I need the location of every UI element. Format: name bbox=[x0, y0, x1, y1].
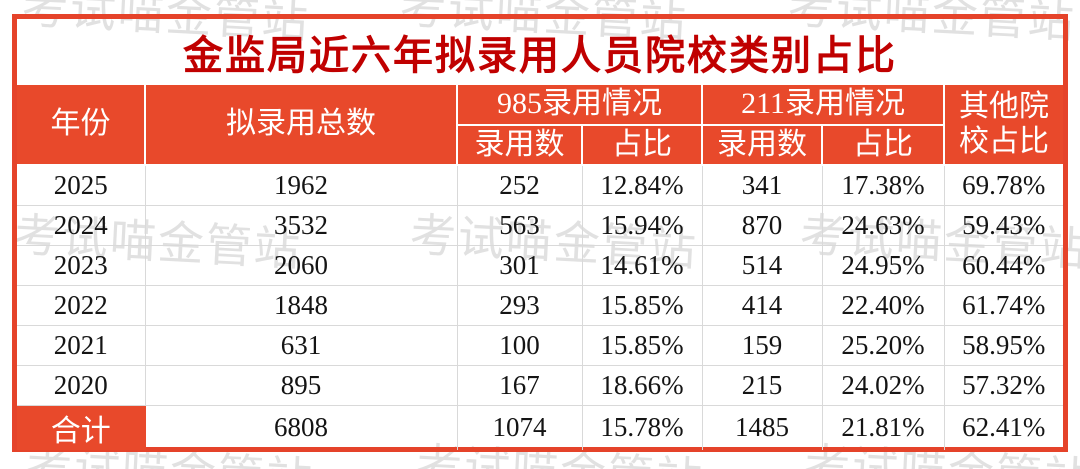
table-row: 2023 2060 301 14.61% 514 24.95% 60.44% bbox=[17, 244, 1064, 286]
cell-985-ratio: 12.84% bbox=[581, 165, 703, 206]
cell-total: 1848 bbox=[144, 284, 458, 326]
cell-total: 6808 bbox=[144, 404, 458, 450]
table-row: 2024 3532 563 15.94% 870 24.63% 59.43% bbox=[17, 204, 1064, 246]
cell-total: 631 bbox=[144, 324, 458, 366]
cell-985-ratio: 15.94% bbox=[581, 204, 703, 246]
header-211-hired: 录用数 bbox=[701, 124, 823, 166]
cell-985-ratio: 18.66% bbox=[581, 364, 703, 406]
header-group-985: 985录用情况 bbox=[456, 85, 703, 126]
cell-211-ratio: 24.95% bbox=[821, 244, 945, 286]
cell-985-hired: 301 bbox=[456, 244, 583, 286]
cell-211-hired: 514 bbox=[701, 244, 823, 286]
cell-other-ratio: 69.78% bbox=[943, 165, 1064, 206]
cell-211-hired: 215 bbox=[701, 364, 823, 406]
header-211-ratio: 占比 bbox=[820, 124, 946, 166]
header-year: 年份 bbox=[17, 85, 146, 166]
cell-985-hired: 1074 bbox=[456, 404, 583, 450]
cell-total-label: 合计 bbox=[17, 404, 146, 450]
header-other-line1: 其他院 bbox=[959, 90, 1050, 123]
cell-211-ratio: 21.81% bbox=[821, 404, 945, 450]
cell-985-hired: 293 bbox=[456, 284, 583, 326]
cell-985-ratio: 15.85% bbox=[581, 324, 703, 366]
cell-year: 2020 bbox=[17, 364, 146, 406]
cell-year: 2025 bbox=[17, 165, 146, 206]
cell-other-ratio: 59.43% bbox=[943, 204, 1064, 246]
page-title: 金监局近六年拟录用人员院校类别占比 bbox=[183, 33, 897, 78]
header-group-211: 211录用情况 bbox=[700, 85, 946, 126]
cell-other-ratio: 62.41% bbox=[943, 404, 1064, 450]
table-row: 2022 1848 293 15.85% 414 22.40% 61.74% bbox=[17, 284, 1064, 326]
header-985-ratio: 占比 bbox=[581, 124, 703, 166]
cell-985-hired: 252 bbox=[456, 165, 583, 206]
cell-total: 3532 bbox=[144, 204, 458, 246]
cell-211-hired: 159 bbox=[701, 324, 823, 366]
cell-985-ratio: 14.61% bbox=[581, 244, 703, 286]
table-row: 2020 895 167 18.66% 215 24.02% 57.32% bbox=[17, 364, 1064, 406]
cell-other-ratio: 57.32% bbox=[943, 364, 1064, 406]
cell-year: 2023 bbox=[17, 244, 146, 286]
table-frame: 金监局近六年拟录用人员院校类别占比 年份 拟录用总数 985录用情况 211录用… bbox=[12, 14, 1068, 452]
cell-211-ratio: 24.02% bbox=[821, 364, 945, 406]
cell-total: 1962 bbox=[144, 165, 458, 206]
cell-year: 2024 bbox=[17, 204, 146, 246]
cell-985-hired: 167 bbox=[456, 364, 583, 406]
table-row: 2021 631 100 15.85% 159 25.20% 58.95% bbox=[17, 324, 1064, 366]
cell-985-hired: 563 bbox=[456, 204, 583, 246]
cell-other-ratio: 58.95% bbox=[943, 324, 1064, 366]
cell-211-ratio: 25.20% bbox=[821, 324, 945, 366]
header-other-line2: 校占比 bbox=[959, 124, 1050, 158]
table-row: 2025 1962 252 12.84% 341 17.38% 69.78% bbox=[17, 165, 1064, 206]
cell-year: 2021 bbox=[17, 324, 146, 366]
cell-total: 895 bbox=[144, 364, 458, 406]
cell-211-hired: 414 bbox=[701, 284, 823, 326]
table-total-row: 合计 6808 1074 15.78% 1485 21.81% 62.41% bbox=[17, 404, 1064, 450]
header-985-hired: 录用数 bbox=[456, 124, 583, 166]
cell-year: 2022 bbox=[17, 284, 146, 326]
header-total: 拟录用总数 bbox=[144, 85, 458, 166]
cell-other-ratio: 61.74% bbox=[943, 284, 1064, 326]
cell-211-ratio: 24.63% bbox=[821, 204, 945, 246]
cell-211-hired: 341 bbox=[701, 165, 823, 206]
table-body: 2025 1962 252 12.84% 341 17.38% 69.78% 2… bbox=[17, 165, 1064, 450]
cell-211-hired: 870 bbox=[701, 204, 823, 246]
cell-985-ratio: 15.78% bbox=[581, 404, 703, 450]
table-header: 年份 拟录用总数 985录用情况 211录用情况 其他院 校占比 录用数 占比 … bbox=[17, 85, 1064, 166]
cell-985-hired: 100 bbox=[456, 324, 583, 366]
cell-211-ratio: 22.40% bbox=[821, 284, 945, 326]
cell-985-ratio: 15.85% bbox=[581, 284, 703, 326]
header-other: 其他院 校占比 bbox=[943, 85, 1064, 166]
cell-211-ratio: 17.38% bbox=[821, 165, 945, 206]
recruitment-table: 年份 拟录用总数 985录用情况 211录用情况 其他院 校占比 录用数 占比 … bbox=[17, 85, 1064, 450]
title-band: 金监局近六年拟录用人员院校类别占比 bbox=[17, 19, 1063, 85]
cell-other-ratio: 60.44% bbox=[943, 244, 1064, 286]
cell-211-hired: 1485 bbox=[701, 404, 823, 450]
cell-total: 2060 bbox=[144, 244, 458, 286]
